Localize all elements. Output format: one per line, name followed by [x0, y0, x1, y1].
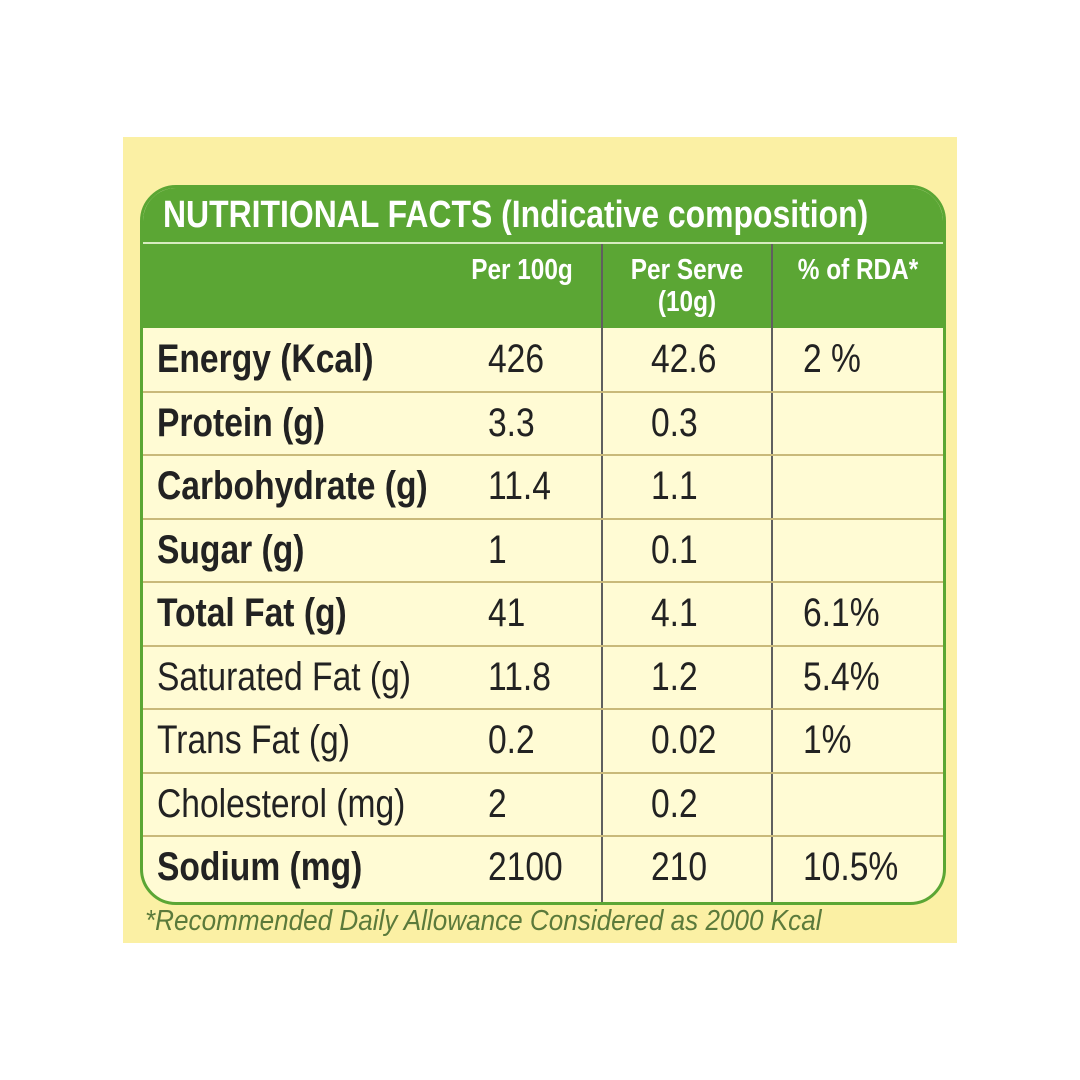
cell-value: 426 — [488, 337, 545, 381]
cell-value: 42.6 — [651, 337, 717, 381]
row-divider — [143, 771, 943, 774]
row-divider — [143, 581, 943, 583]
cell-value: 1.2 — [651, 654, 698, 699]
cell-value: 210 — [651, 845, 708, 889]
row-label: Saturated Fat (g) — [157, 654, 411, 699]
footnote: *Recommended Daily Allowance Considered … — [145, 905, 822, 937]
cell-value: 1% — [803, 718, 852, 762]
row-divider — [143, 454, 943, 456]
cell-value: 2 % — [803, 337, 861, 381]
row-label: Trans Fat (g) — [157, 718, 350, 762]
cell-value: 0.2 — [488, 718, 535, 762]
header-band — [143, 188, 943, 328]
row-label: Protein (g) — [157, 400, 325, 445]
cell-value: 1 — [488, 527, 507, 572]
row-label: Total Fat (g) — [157, 591, 347, 635]
nutrition-table: NUTRITIONAL FACTS (Indicative compositio… — [140, 185, 946, 905]
cell-value: 0.2 — [651, 781, 698, 826]
column-divider — [771, 244, 773, 902]
row-divider — [143, 644, 943, 647]
row-divider — [143, 835, 943, 837]
cell-value: 3.3 — [488, 400, 535, 445]
cell-value: 2 — [488, 781, 507, 826]
cell-value: 1.1 — [651, 464, 698, 508]
cell-value: 5.4% — [803, 654, 880, 699]
column-divider — [601, 244, 603, 902]
row-label: Energy (Kcal) — [157, 337, 374, 381]
row-label: Cholesterol (mg) — [157, 781, 406, 826]
cell-value: 0.02 — [651, 718, 717, 762]
cell-value: 10.5% — [803, 845, 899, 889]
row-divider — [143, 708, 943, 710]
header-separator — [143, 242, 943, 244]
cell-value: 0.3 — [651, 400, 698, 445]
cell-value: 0.1 — [651, 527, 698, 572]
cell-value: 41 — [488, 591, 526, 635]
row-label: Carbohydrate (g) — [157, 464, 428, 508]
cell-value: 4.1 — [651, 591, 698, 635]
row-label: Sugar (g) — [157, 527, 305, 572]
row-divider — [143, 390, 943, 393]
cell-value: 6.1% — [803, 591, 880, 635]
column-header: Per 100g — [471, 254, 573, 286]
column-header: Per Serve (10g) — [630, 254, 744, 318]
row-label: Sodium (mg) — [157, 845, 363, 889]
table-title: NUTRITIONAL FACTS (Indicative compositio… — [163, 194, 869, 236]
cell-value: 11.8 — [488, 654, 551, 699]
cell-value: 11.4 — [488, 464, 551, 508]
row-divider — [143, 517, 943, 520]
column-header: % of RDA* — [797, 254, 919, 286]
cell-value: 2100 — [488, 845, 563, 889]
